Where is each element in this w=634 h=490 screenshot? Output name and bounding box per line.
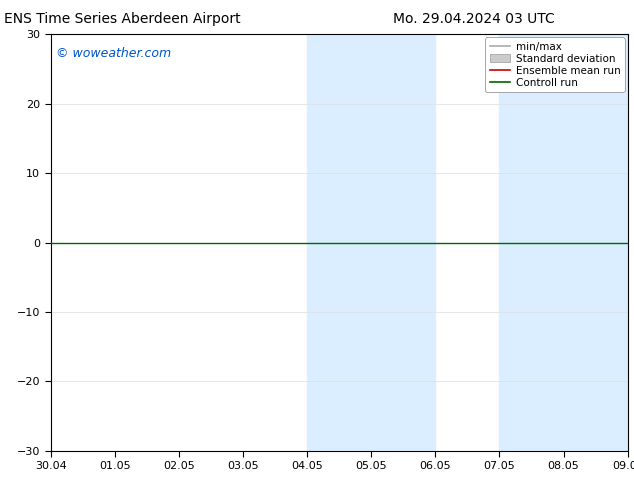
Text: © woweather.com: © woweather.com: [56, 47, 172, 60]
Bar: [500, 34, 628, 451]
Text: Mo. 29.04.2024 03 UTC: Mo. 29.04.2024 03 UTC: [393, 12, 555, 26]
Text: ENS Time Series Aberdeen Airport: ENS Time Series Aberdeen Airport: [4, 12, 241, 26]
Bar: [307, 34, 436, 451]
Legend: min/max, Standard deviation, Ensemble mean run, Controll run: min/max, Standard deviation, Ensemble me…: [486, 37, 624, 92]
